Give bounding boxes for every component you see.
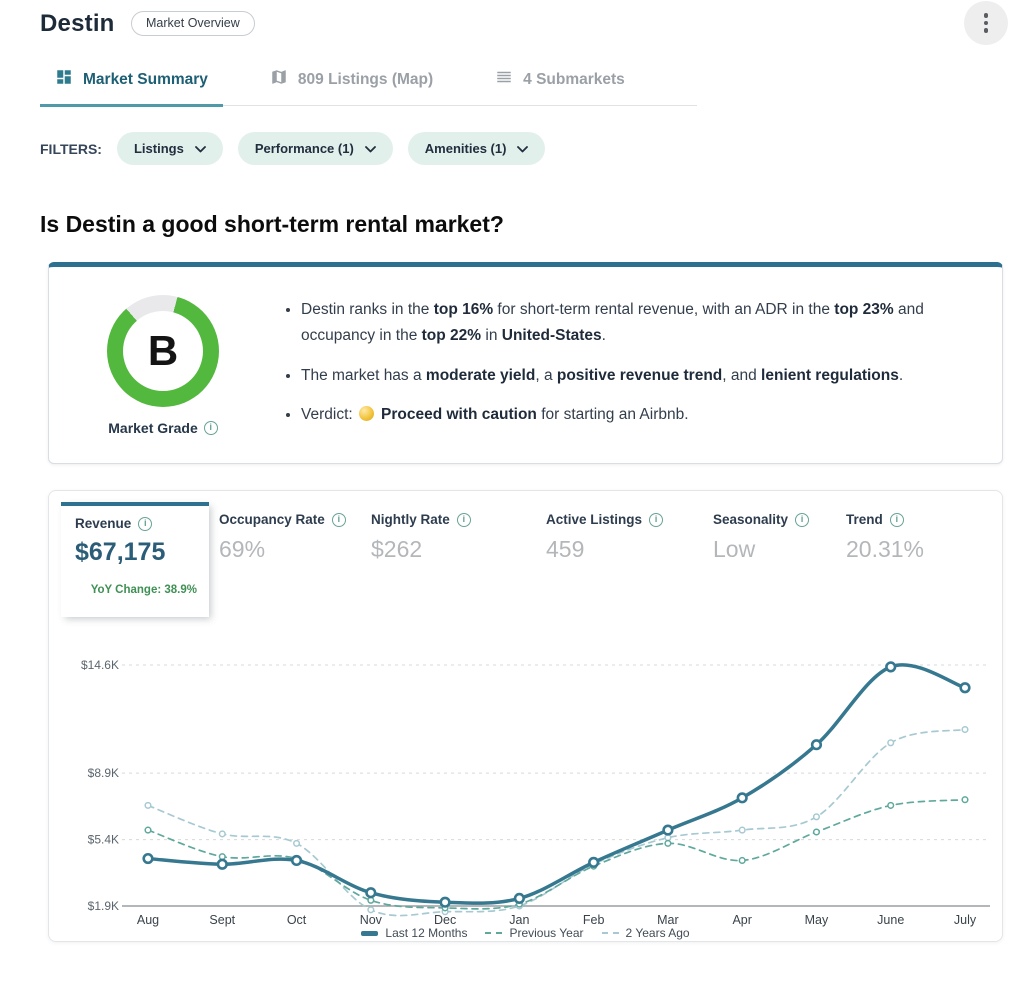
legend-two-years-ago: 2 Years Ago — [601, 926, 690, 941]
kebab-menu-icon — [983, 28, 989, 33]
info-icon[interactable]: i — [138, 516, 153, 531]
stat-tab-active-listings[interactable]: Active Listings i 459 — [546, 491, 713, 563]
legend-label: Last 12 Months — [385, 926, 468, 941]
tab-submarkets[interactable]: 4 Submarkets — [480, 68, 640, 107]
stat-tab-occupancy-rate[interactable]: Occupancy Rate i 69% — [219, 491, 371, 563]
revenue-line-chart[interactable]: $14.6K $8.9K $5.4K $1.9K Aug Sept Oct Nov Dec Jan… — [49, 629, 1002, 940]
tab-label: 809 Listings (Map) — [297, 70, 434, 88]
stat-value: 459 — [546, 536, 585, 563]
caution-circle-emoji — [359, 406, 374, 422]
svg-text:Oct: Oct — [287, 913, 307, 927]
svg-text:Apr: Apr — [732, 913, 751, 927]
chip-label: Listings — [133, 141, 184, 156]
chart-canvas[interactable]: $14.6K $8.9K $5.4K $1.9K Aug Sept Oct Nov Dec Jan… — [49, 629, 1002, 929]
svg-text:$14.6K: $14.6K — [81, 658, 119, 672]
svg-text:Feb: Feb — [583, 913, 605, 927]
chip-label: Performance (1) — [254, 141, 354, 156]
stat-value: Low — [713, 536, 756, 563]
tab-label: 4 Submarkets — [523, 70, 625, 88]
chart-legend: Last 12 Months Previous Year 2 Years Ago — [49, 926, 1002, 940]
legend-label: Previous Year — [509, 926, 584, 941]
chevron-down-icon — [194, 141, 206, 156]
legend-label: 2 Years Ago — [625, 926, 690, 941]
info-icon[interactable]: i — [456, 512, 471, 527]
stat-label: Revenue — [75, 516, 132, 532]
svg-text:May: May — [805, 913, 829, 927]
svg-text:Mar: Mar — [657, 913, 679, 927]
tab-label: Market Summary — [83, 70, 208, 88]
tab-market-summary[interactable]: Market Summary — [40, 68, 223, 107]
stat-value: 20.31% — [846, 536, 925, 563]
market-grade-card: B Market Grade i Destin ranks in the top… — [48, 262, 1003, 465]
dashed-line-swatch — [485, 932, 503, 935]
grade-bullet: Verdict: Proceed with caution for starti… — [301, 402, 972, 428]
svg-text:$1.9K: $1.9K — [88, 899, 119, 913]
metric-tabs-row: Revenue i $67,175 YoY Change: 38.9% Occu… — [49, 491, 1002, 618]
info-icon[interactable]: i — [203, 421, 218, 435]
solid-line-swatch — [361, 931, 379, 936]
filters-bar: FILTERS: Listings Performance (1) Amenit… — [40, 132, 1024, 165]
stat-value: $67,175 — [75, 538, 166, 567]
stat-label: Trend — [846, 512, 883, 528]
svg-text:$8.9K: $8.9K — [88, 767, 119, 781]
grade-bullet: Destin ranks in the top 16% for short-te… — [301, 297, 972, 350]
svg-text:July: July — [954, 913, 977, 927]
page-title: Destin — [40, 10, 115, 37]
tab-listings-map[interactable]: 809 Listings (Map) — [255, 68, 448, 107]
svg-text:June: June — [877, 913, 904, 927]
svg-text:Aug: Aug — [137, 913, 159, 927]
yoy-change-badge: YoY Change: 38.9% — [90, 584, 197, 597]
stat-label: Occupancy Rate — [219, 512, 325, 528]
filter-performance-dropdown[interactable]: Performance (1) — [237, 132, 393, 165]
chevron-down-icon — [364, 141, 376, 156]
filter-listings-dropdown[interactable]: Listings — [116, 132, 223, 165]
stat-tab-seasonality[interactable]: Seasonality i Low — [713, 491, 846, 563]
svg-text:Dec: Dec — [434, 913, 456, 927]
page-header: Destin Market Overview — [0, 0, 1024, 45]
stat-tab-nightly-rate[interactable]: Nightly Rate i $262 — [371, 491, 546, 563]
page-question-heading: Is Destin a good short-term rental marke… — [40, 211, 504, 237]
dashboard-icon — [55, 68, 73, 91]
more-options-button[interactable] — [964, 1, 1008, 45]
info-icon[interactable]: i — [649, 512, 664, 527]
grade-label-row: Market Grade i — [87, 420, 239, 436]
list-icon — [495, 68, 513, 91]
stat-value: 69% — [219, 536, 266, 563]
svg-text:Sept: Sept — [209, 913, 235, 927]
stat-value: $262 — [371, 536, 423, 563]
svg-text:$5.4K: $5.4K — [88, 833, 119, 847]
info-icon[interactable]: i — [331, 512, 346, 527]
map-icon — [270, 68, 288, 91]
grade-letter: B — [123, 311, 203, 391]
chip-label: Amenities (1) — [424, 141, 507, 156]
chevron-down-icon — [517, 141, 529, 156]
stat-label: Seasonality — [713, 512, 789, 528]
grade-label: Market Grade — [108, 420, 198, 436]
info-icon[interactable]: i — [795, 512, 810, 527]
dashed-line-swatch — [601, 932, 619, 935]
grade-bullet-list: Destin ranks in the top 16% for short-te… — [283, 293, 972, 441]
stat-label: Active Listings — [546, 512, 643, 528]
stat-tab-revenue[interactable]: Revenue i $67,175 YoY Change: 38.9% — [61, 502, 209, 618]
legend-previous-year: Previous Year — [485, 926, 584, 941]
kebab-menu-icon — [983, 13, 989, 18]
stat-label: Nightly Rate — [371, 512, 450, 528]
svg-text:Nov: Nov — [360, 913, 383, 927]
stat-tab-trend[interactable]: Trend i 20.31% — [846, 491, 1002, 563]
grade-bullet: The market has a moderate yield, a posit… — [301, 363, 972, 389]
grade-progress-ring: B — [107, 295, 219, 407]
tab-bar: Market Summary 809 Listings (Map) 4 Subm… — [40, 68, 697, 107]
filters-label: FILTERS: — [40, 140, 102, 157]
kebab-menu-icon — [983, 20, 989, 26]
info-icon[interactable]: i — [889, 512, 904, 527]
filter-amenities-dropdown[interactable]: Amenities (1) — [407, 132, 546, 165]
svg-text:Jan: Jan — [509, 913, 529, 927]
market-grade-block: B Market Grade i — [87, 293, 239, 441]
legend-last-12-months: Last 12 Months — [361, 926, 467, 940]
metrics-chart-card: Revenue i $67,175 YoY Change: 38.9% Occu… — [48, 490, 1003, 943]
market-overview-badge: Market Overview — [131, 11, 255, 36]
